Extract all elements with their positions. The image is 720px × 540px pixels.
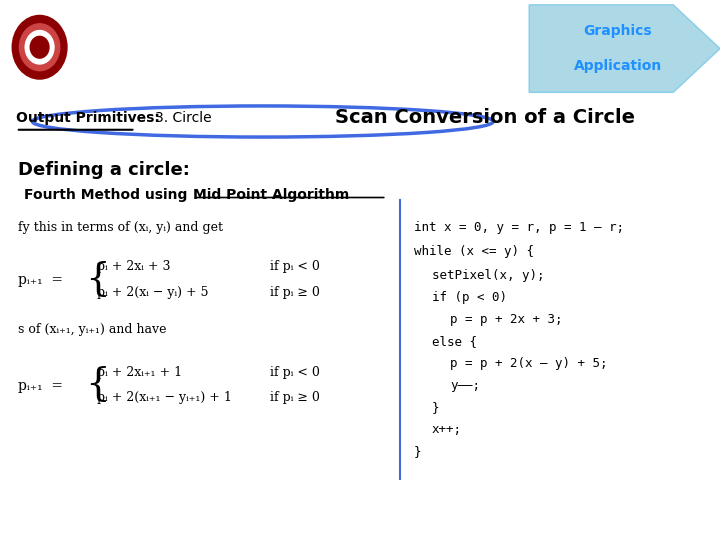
Text: pᵢ + 2(xᵢ₊₁ − yᵢ₊₁) + 1: pᵢ + 2(xᵢ₊₁ − yᵢ₊₁) + 1 [97, 391, 232, 404]
Text: pᵢ₊₁  =: pᵢ₊₁ = [18, 273, 63, 287]
Text: pᵢ + 2xᵢ₊₁ + 1: pᵢ + 2xᵢ₊₁ + 1 [97, 366, 182, 379]
Text: y––;: y––; [450, 379, 480, 392]
Polygon shape [529, 5, 720, 92]
Text: Mid Point Algorithm: Mid Point Algorithm [193, 188, 349, 202]
Text: Graphics: Graphics [583, 24, 652, 38]
Text: Defining a circle:: Defining a circle: [18, 161, 190, 179]
Circle shape [19, 24, 60, 71]
Text: pᵢ + 2xᵢ + 3: pᵢ + 2xᵢ + 3 [97, 260, 171, 273]
Text: if pᵢ ≥ 0: if pᵢ ≥ 0 [270, 391, 320, 404]
Circle shape [30, 36, 49, 58]
Text: Scan Conversion of a Circle: Scan Conversion of a Circle [335, 108, 635, 127]
Text: {: { [85, 367, 109, 403]
Text: fy this in terms of (xᵢ, yᵢ) and get: fy this in terms of (xᵢ, yᵢ) and get [18, 221, 223, 234]
Text: Output Primitives:: Output Primitives: [16, 111, 160, 125]
Text: Fourth Method using: Fourth Method using [24, 188, 192, 202]
Text: }: } [432, 401, 439, 414]
Text: p = p + 2(x – y) + 5;: p = p + 2(x – y) + 5; [450, 357, 608, 370]
Text: int x = 0, y = r, p = 1 – r;: int x = 0, y = r, p = 1 – r; [414, 221, 624, 234]
Text: Application: Application [574, 59, 662, 73]
Text: if pᵢ ≥ 0: if pᵢ ≥ 0 [270, 286, 320, 299]
Text: Prof. Dr. A. H. M. Kamal, CSE,: Prof. Dr. A. H. M. Kamal, CSE, [250, 505, 470, 521]
Text: while (x <= y) {: while (x <= y) { [414, 245, 534, 258]
Text: if pᵢ < 0: if pᵢ < 0 [270, 260, 320, 273]
Text: pᵢ + 2(xᵢ − yᵢ) + 5: pᵢ + 2(xᵢ − yᵢ) + 5 [97, 286, 209, 299]
Text: x++;: x++; [432, 423, 462, 436]
Circle shape [25, 30, 54, 64]
Text: }: } [414, 446, 421, 458]
Circle shape [7, 10, 72, 85]
Text: 3. Circle: 3. Circle [155, 111, 212, 125]
Text: {: { [85, 261, 109, 298]
Text: s of (xᵢ₊₁, yᵢ₊₁) and have: s of (xᵢ₊₁, yᵢ₊₁) and have [18, 323, 166, 336]
Text: setPixel(x, y);: setPixel(x, y); [432, 268, 544, 281]
Text: p = p + 2x + 3;: p = p + 2x + 3; [450, 313, 562, 326]
Circle shape [12, 16, 67, 79]
Text: if (p < 0): if (p < 0) [432, 291, 507, 303]
Text: else {: else { [432, 335, 477, 348]
Text: if pᵢ < 0: if pᵢ < 0 [270, 366, 320, 379]
Text: CSE 403: Computer Graphics: CSE 403: Computer Graphics [97, 32, 590, 61]
Text: pᵢ₊₁  =: pᵢ₊₁ = [18, 379, 63, 393]
